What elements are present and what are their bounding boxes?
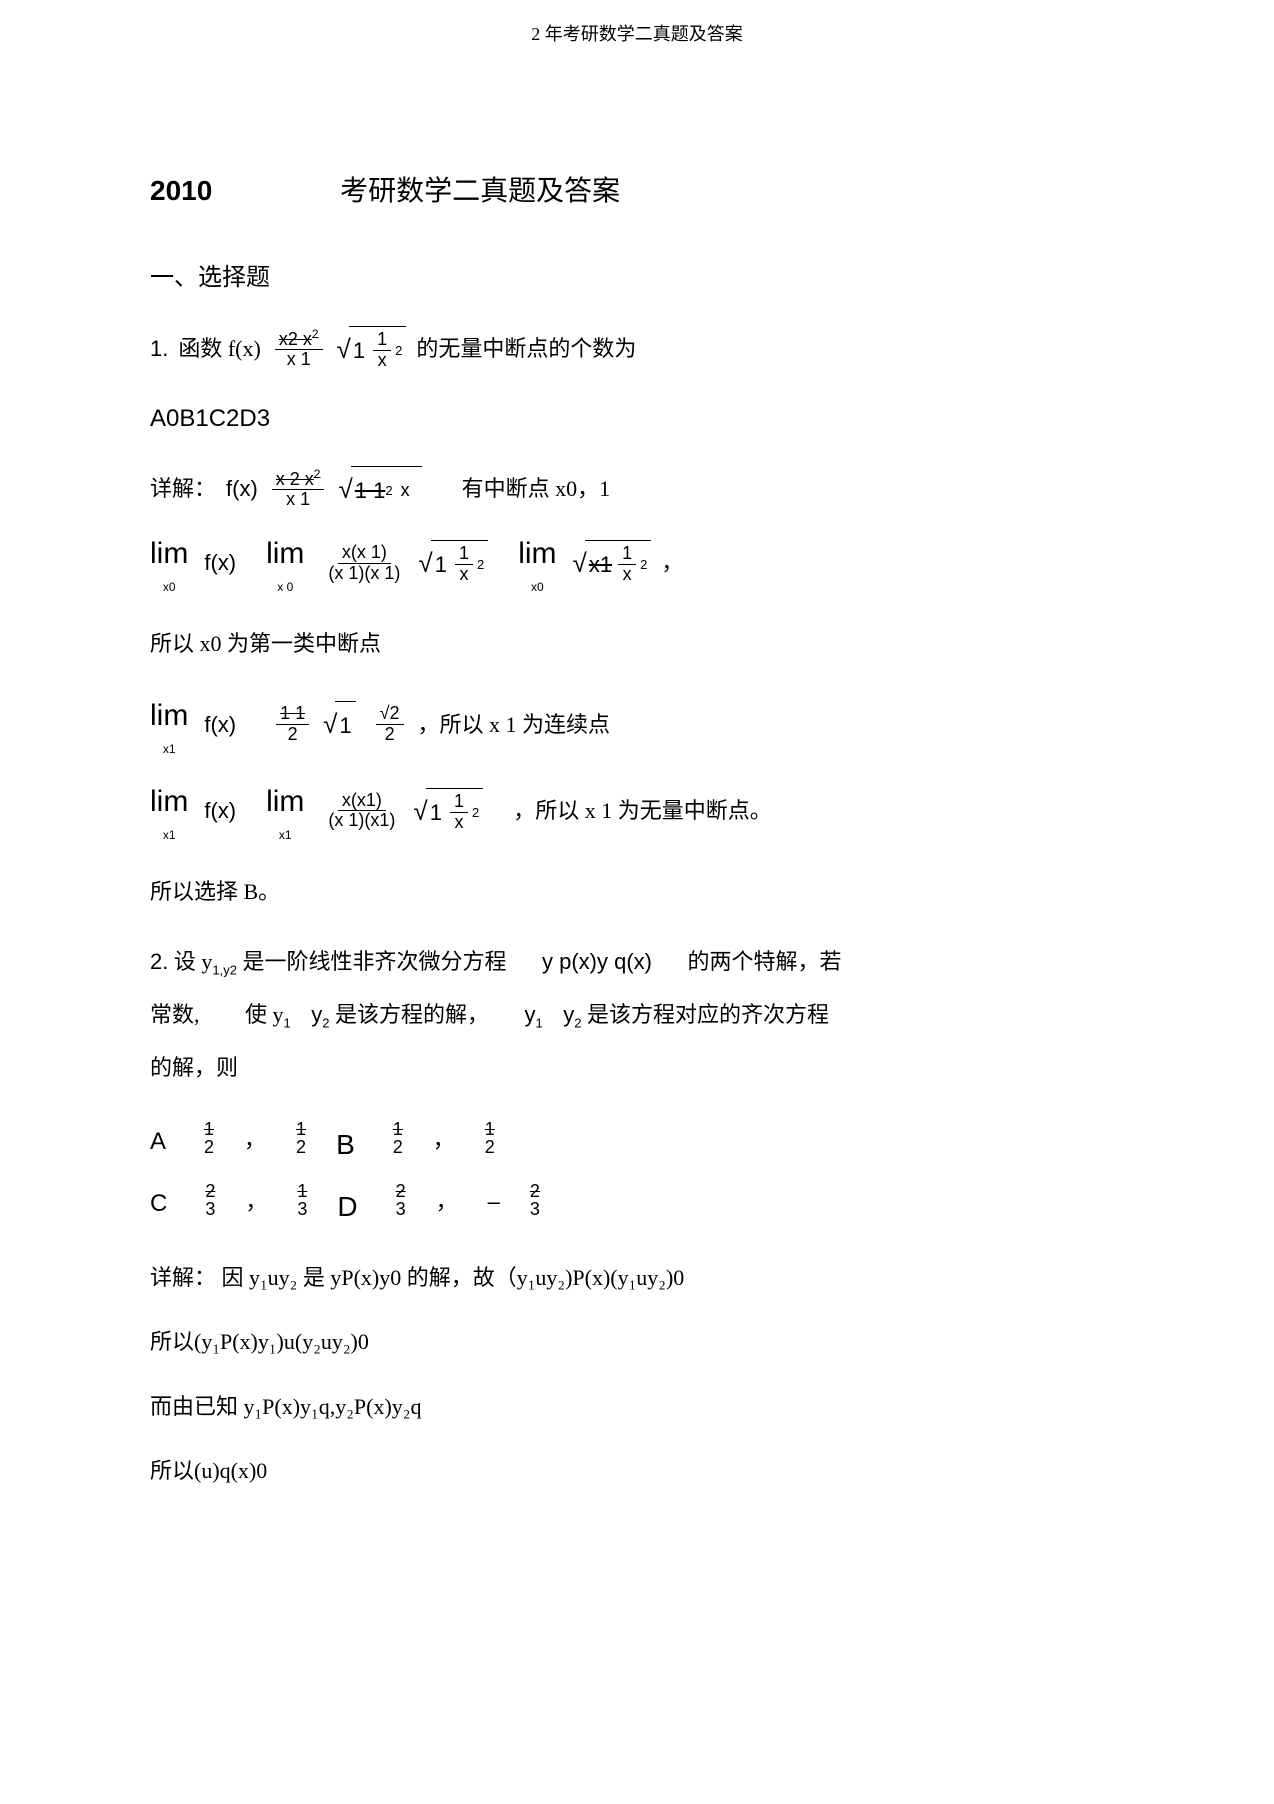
p1-sqrt: 1 1 x 2 [337, 326, 407, 373]
problem-1: 1. 函数 f(x) x2 x2 x 1 1 1 x 2 的无量中断点的个数为 [150, 326, 1124, 373]
options-row-1: A 12 ， 12 B 12 ， 12 [150, 1120, 1124, 1170]
p1-frac: x2 x2 x 1 [275, 328, 323, 371]
p1-fn-label: 函数 f(x) [178, 329, 260, 369]
title-text: 考研数学二真题及答案 [340, 176, 620, 207]
detail-label: 详解： [150, 469, 216, 509]
detail-2-line1: 详解： 因 y₁uy₂ 是 yP(x)y0 的解，故（y₁uy₂)P(x)(y₁… [150, 1258, 1124, 1298]
lim1-conclusion: 所以 x0 为第一类中断点 [150, 624, 1124, 664]
p1-answers: A0B1C2D3 [150, 397, 1124, 440]
detail-1-line1: 详解： f(x) x 2 x2 x 1 1 12 x 有中断点 x0，1 [150, 466, 1124, 513]
problem-2: 2. 设 y1,y2 是一阶线性非齐次微分方程 y p(x)y q(x) 的两个… [150, 936, 1124, 1094]
section-1-heading: 一、选择题 [150, 257, 1124, 300]
lim3-conclusion: 所以选择 B。 [150, 872, 1124, 912]
p1-tail: 的无量中断点的个数为 [416, 329, 636, 369]
doc-title: 2010 考研数学二真题及答案 [150, 166, 1124, 217]
lim-1: limx0 f(x) limx 0 x(x 1) (x 1)(x 1) 1 1x… [150, 527, 1124, 599]
title-year: 2010 [150, 175, 212, 206]
lim-3: limx1 f(x) limx1 x(x1) (x 1)(x1) 1 1x 2 … [150, 775, 1124, 847]
detail-2-line2: 所以(y₁P(x)y₁)u(y₂uy₂)0 [150, 1322, 1124, 1362]
content-body: 2010 考研数学二真题及答案 一、选择题 1. 函数 f(x) x2 x2 x… [0, 46, 1274, 1491]
header-text: 2 年考研数学二真题及答案 [531, 24, 743, 44]
detail-2-line3: 而由已知 y₁P(x)y₁q,y₂P(x)y₂q [150, 1387, 1124, 1427]
options-row-2: C 23 ， 13 D 23 ， – 23 [150, 1182, 1124, 1232]
page-header: 2 年考研数学二真题及答案 [0, 0, 1274, 46]
lim-2: limx1 f(x) 1 1 2 1 √2 2 ，所以 x 1 为连续点 [150, 689, 1124, 761]
p1-num: 1. [150, 329, 168, 369]
detail-2-line4: 所以(u)q(x)0 [150, 1451, 1124, 1491]
